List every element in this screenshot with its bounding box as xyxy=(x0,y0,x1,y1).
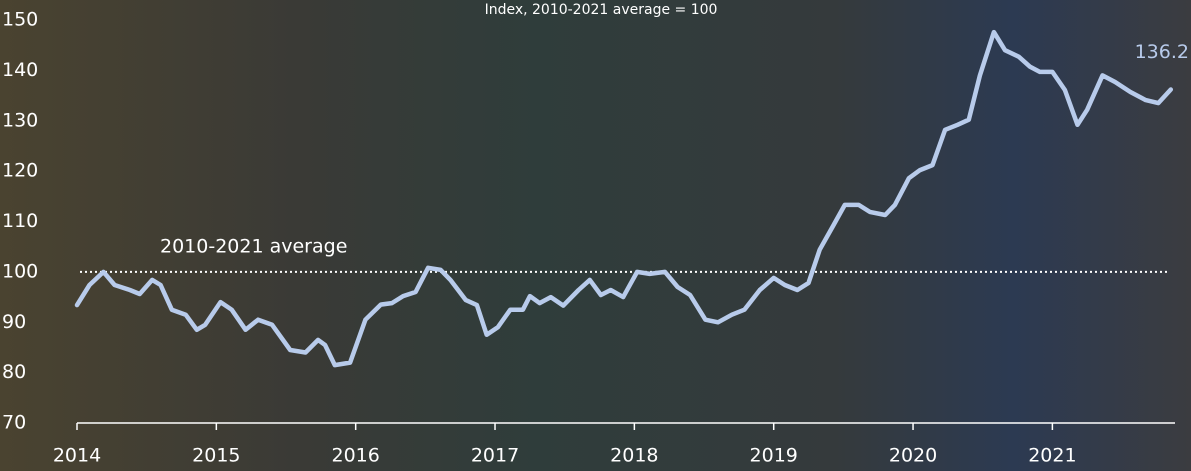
x-tick-label: 2021 xyxy=(1028,445,1076,467)
reference-label: 2010-2021 average xyxy=(160,235,347,257)
end-value-label: 136.2 xyxy=(1135,41,1189,63)
y-tick-label: 110 xyxy=(2,210,38,232)
y-tick-label: 130 xyxy=(2,109,38,131)
x-tick-label: 2019 xyxy=(750,445,798,467)
x-tick-label: 2020 xyxy=(889,445,937,467)
y-tick-label: 100 xyxy=(2,260,38,282)
data-line xyxy=(74,29,1174,368)
chart-subtitle: Index, 2010-2021 average = 100 xyxy=(485,2,718,18)
x-tick-label: 2016 xyxy=(332,445,380,467)
y-tick-label: 140 xyxy=(2,59,38,81)
y-tick-label: 90 xyxy=(2,311,26,333)
y-tick-label: 80 xyxy=(2,361,26,383)
y-tick-label: 120 xyxy=(2,160,38,182)
x-tick-label: 2015 xyxy=(192,445,240,467)
x-tick-label: 2018 xyxy=(610,445,658,467)
y-tick-label: 70 xyxy=(2,412,26,434)
x-tick-label: 2014 xyxy=(53,445,101,467)
x-tick-label: 2017 xyxy=(471,445,519,467)
y-tick-label: 150 xyxy=(2,9,38,31)
